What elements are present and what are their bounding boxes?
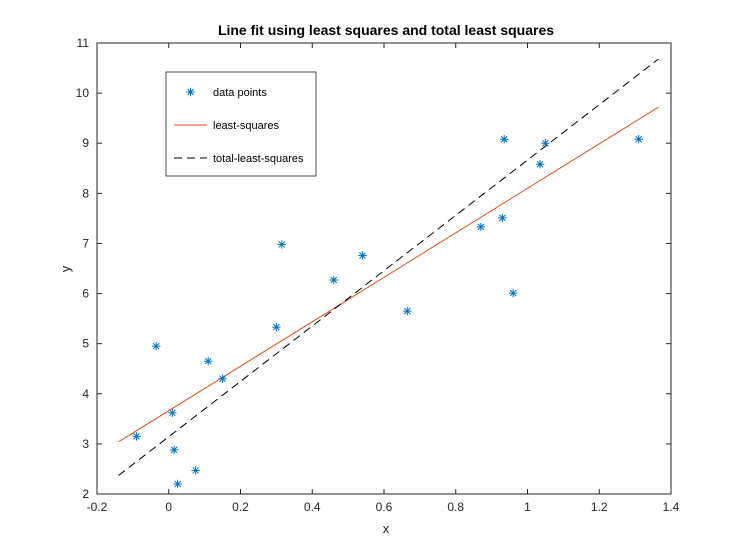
axis-ticks: -0.2 0 0.2 0.4 0.6 0.8 1 1.2 1.4 2 3 4 5 6 7 8 9 10 11: [76, 36, 680, 514]
y-axis-label: y: [58, 265, 73, 272]
data-point: [476, 222, 486, 232]
x-tick-label: 0: [165, 500, 172, 514]
x-tick-label: 1: [524, 500, 531, 514]
data-point: [168, 408, 177, 418]
series-line-total-least-squares: [118, 58, 659, 476]
data-point: [541, 139, 550, 148]
data-point: [132, 432, 141, 441]
legend-label: least-squares: [213, 120, 280, 132]
data-point: [218, 374, 227, 383]
x-tick-label: 0.6: [376, 500, 393, 514]
legend-label: total-least-squares: [213, 153, 304, 165]
y-tick-label: 7: [82, 236, 89, 250]
x-tick-label: 1.4: [663, 500, 680, 514]
series-line-least-squares: [118, 106, 659, 443]
legend: data points least-squares total-least-squa…: [165, 71, 317, 177]
legend-entry: data points: [186, 87, 267, 99]
y-tick-label: 9: [82, 136, 89, 150]
x-tick-label: 0.8: [447, 500, 464, 514]
series-layer: [118, 58, 659, 489]
y-tick-label: 2: [82, 487, 89, 501]
y-tick-label: 10: [76, 86, 90, 100]
data-point: [173, 479, 182, 489]
data-point: [277, 240, 286, 249]
x-tick-label: 0.2: [232, 500, 249, 514]
y-tick-label: 6: [82, 287, 89, 301]
data-point: [151, 341, 161, 351]
data-point: [498, 213, 507, 223]
data-point: [535, 160, 545, 169]
data-point: [272, 322, 281, 332]
data-point: [403, 306, 412, 316]
data-point: [191, 466, 200, 475]
y-tick-label: 8: [82, 186, 89, 200]
x-axis-label: x: [383, 521, 390, 536]
data-point: [634, 135, 643, 144]
x-tick-label: 1.2: [591, 500, 608, 514]
data-point: [508, 288, 518, 298]
y-tick-label: 11: [77, 36, 90, 50]
chart-title: Line fit using least squares and total l…: [218, 22, 554, 38]
data-point: [499, 135, 509, 144]
data-point: [169, 445, 179, 455]
y-tick-label: 4: [82, 387, 89, 401]
y-tick-label: 3: [82, 437, 89, 451]
x-tick-label: -0.2: [87, 500, 108, 514]
data-point: [358, 251, 367, 260]
y-tick-label: 5: [82, 337, 89, 351]
x-tick-label: 0.4: [304, 500, 321, 514]
data-point: [204, 357, 213, 366]
legend-entry: total-least-squares: [174, 153, 304, 165]
data-point: [329, 275, 338, 285]
legend-label: data points: [213, 87, 267, 99]
legend-entry: least-squares: [174, 120, 280, 132]
legend-marker: [186, 87, 195, 97]
